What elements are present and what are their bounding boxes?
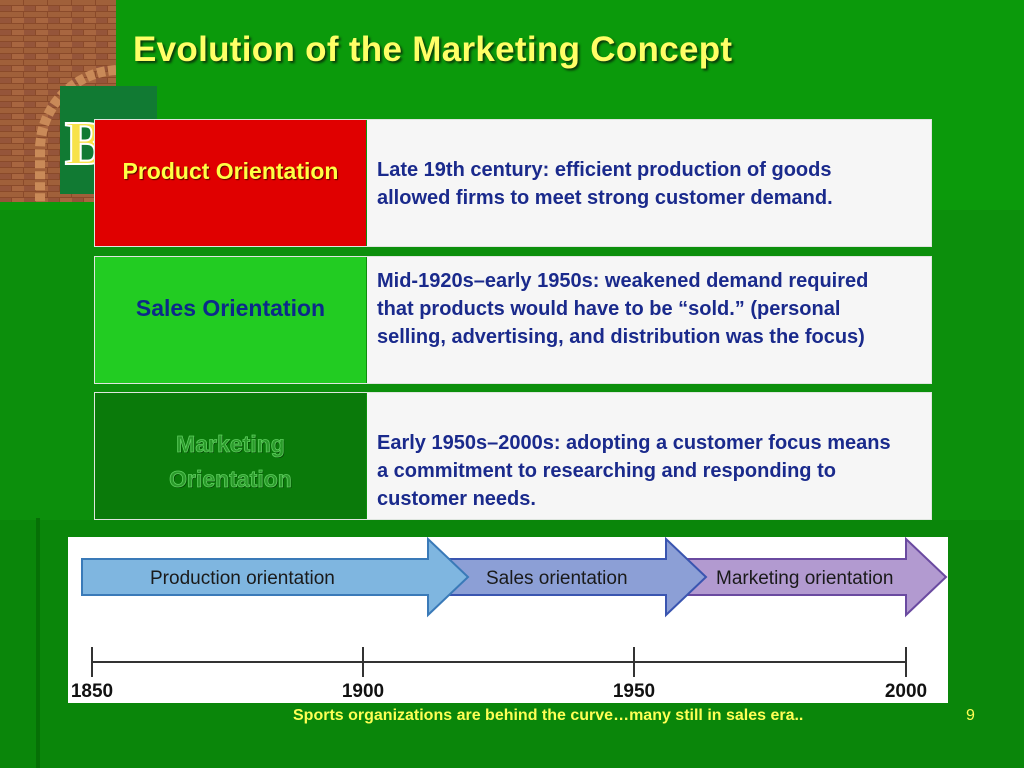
timeline-tick-label: 2000 [885,681,927,702]
timeline-arrow-sales [447,537,708,618]
row-description: Mid-1920s–early 1950s: weakened demand r… [377,270,869,348]
timeline-diagram: Production orientation Sales orientation… [68,537,948,703]
orientation-row-marketing: Marketing Orientation Early 1950s–2000s:… [94,392,932,520]
row-description-cell: Early 1950s–2000s: adopting a customer f… [367,393,931,519]
timeline-arrow-marketing [687,537,948,618]
row-label-cell: Marketing Orientation [95,393,366,519]
orientation-row-sales: Sales Orientation Mid-1920s–early 1950s:… [94,256,932,384]
row-description-cell: Mid-1920s–early 1950s: weakened demand r… [367,257,931,383]
timeline-arrow-production [81,537,470,618]
timeline-tick-label: 1850 [71,681,113,702]
slide-title: Evolution of the Marketing Concept [133,30,733,69]
page-number: 9 [966,707,975,724]
row-description: Late 19th century: efficient production … [377,159,833,209]
row-label: Sales Orientation [135,295,326,321]
arrow-label-sales: Sales orientation [486,568,628,589]
row-label-cell: Sales Orientation [95,257,366,383]
timeline-tick-label: 1950 [613,681,655,702]
slide-footer-note: Sports organizations are behind the curv… [293,707,804,724]
row-label-cell: Product Orientation [95,120,366,246]
row-label: Marketing Orientation [169,431,292,493]
row-description: Early 1950s–2000s: adopting a customer f… [377,432,891,510]
row-label: Product Orientation [122,158,339,184]
arrow-label-marketing: Marketing orientation [716,568,893,589]
row-description-cell: Late 19th century: efficient production … [367,120,931,246]
orientation-row-product: Product Orientation Late 19th century: e… [94,119,932,247]
background-edge [36,518,40,768]
arrow-label-production: Production orientation [150,568,335,589]
timeline-tick-label: 1900 [342,681,384,702]
